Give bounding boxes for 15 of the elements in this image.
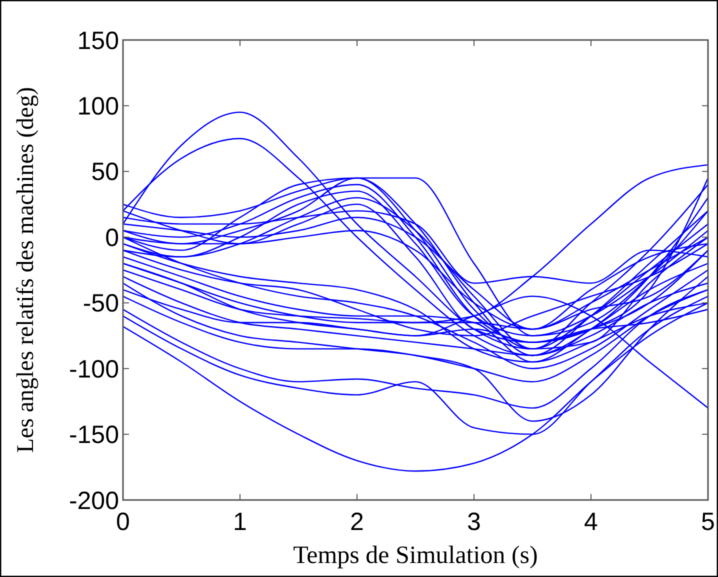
x-tick-label: 2 (350, 508, 364, 536)
y-tick-label: 50 (91, 158, 119, 186)
x-tick-label: 5 (701, 508, 715, 536)
y-tick-label: -200 (68, 486, 119, 515)
x-tick-label: 1 (233, 508, 247, 536)
y-tick-label: 0 (105, 224, 119, 252)
y-axis-title: Les angles relatifs des machines (deg) (13, 87, 39, 453)
y-tick-label: -150 (68, 421, 119, 450)
y-tick-label: -50 (82, 290, 119, 318)
y-tick-label: 100 (77, 92, 119, 120)
x-tick-label: 4 (584, 508, 598, 536)
y-tick-label: 150 (77, 26, 119, 55)
x-tick-label: 3 (467, 508, 481, 536)
x-axis-title: Temps de Simulation (s) (293, 542, 538, 569)
y-tick-label: -100 (68, 355, 119, 384)
